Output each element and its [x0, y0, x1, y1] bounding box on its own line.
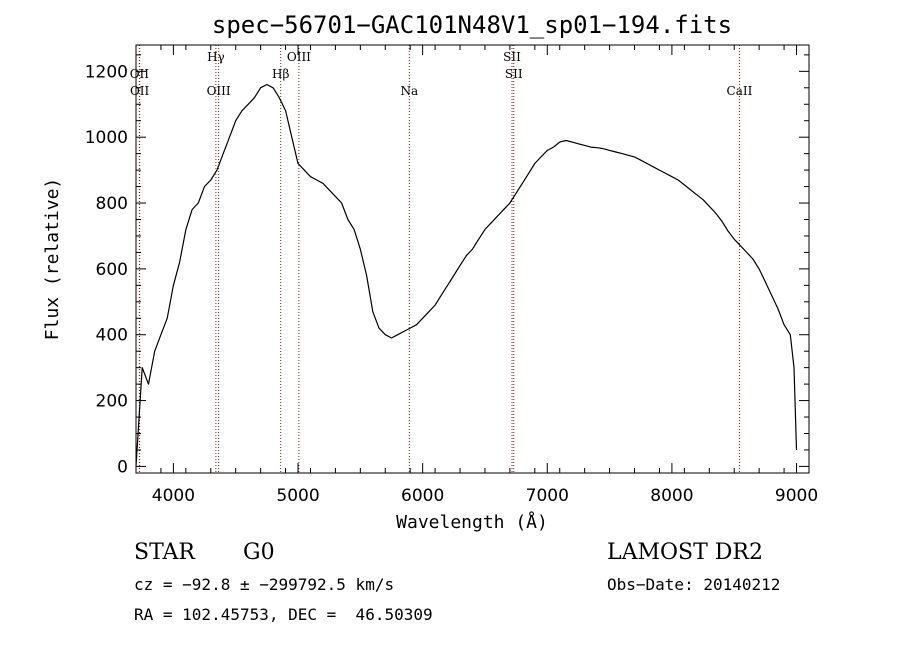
survey-name: LAMOST DR2: [607, 540, 763, 565]
x-tick-label-5: 9000: [775, 486, 818, 506]
y-axis-label: Flux (relative): [42, 178, 63, 341]
spectral-line-label-4: Hβ: [272, 67, 289, 81]
chart-title: spec−56701−GAC101N48V1_sp01−194.fits: [212, 11, 732, 39]
y-tick-label-3: 600: [96, 260, 128, 280]
obs-date: Obs−Date: 20140212: [607, 575, 781, 594]
y-tick-label-1: 200: [96, 392, 128, 412]
x-tick-label-4: 8000: [650, 486, 693, 506]
spectral-line-label-8: SII: [505, 67, 523, 81]
y-tick-label-2: 400: [96, 326, 128, 346]
data-layer: [135, 83, 798, 467]
spectral-line-label-2: Hγ: [207, 50, 225, 64]
coordinates: RA = 102.45753, DEC = 46.50309: [134, 605, 433, 624]
x-tick-label-0: 4000: [152, 486, 195, 506]
y-tick-label-0: 0: [117, 457, 128, 477]
spectral-line-label-3: OIII: [207, 84, 231, 98]
spectral-line-label-6: Na: [400, 84, 418, 98]
spectrum-series-0: [135, 83, 798, 467]
spectral-lines: OII OII Hγ OIII Hβ OIII Na SII SII CaII: [130, 45, 753, 473]
spectral-line-label-9: CaII: [727, 84, 753, 98]
spectral-line-label-7: SII: [503, 50, 521, 64]
y-tick-label-5: 1000: [85, 128, 128, 148]
y-tick-label-6: 1200: [85, 62, 128, 82]
x-tick-label-3: 7000: [526, 486, 569, 506]
x-tick-label-2: 6000: [401, 486, 444, 506]
subclass: G0: [243, 540, 275, 565]
spectral-line-label-5: OIII: [287, 50, 311, 64]
y-tick-label-4: 800: [96, 194, 128, 214]
object-class: STAR: [134, 540, 195, 565]
plot-frame: [135, 44, 810, 474]
spectral-line-label-0: OII: [130, 67, 150, 81]
axis-ticks: 4000 5000 6000 7000 8000 9000 0 200 400 600 800 100…: [85, 45, 818, 506]
spectral-line-label-1: OII: [130, 84, 150, 98]
x-tick-label-1: 5000: [276, 486, 319, 506]
velocity-readout: cz = −92.8 ± −299792.5 km/s: [134, 575, 395, 594]
x-axis-label: Wavelength (Å): [396, 511, 548, 533]
